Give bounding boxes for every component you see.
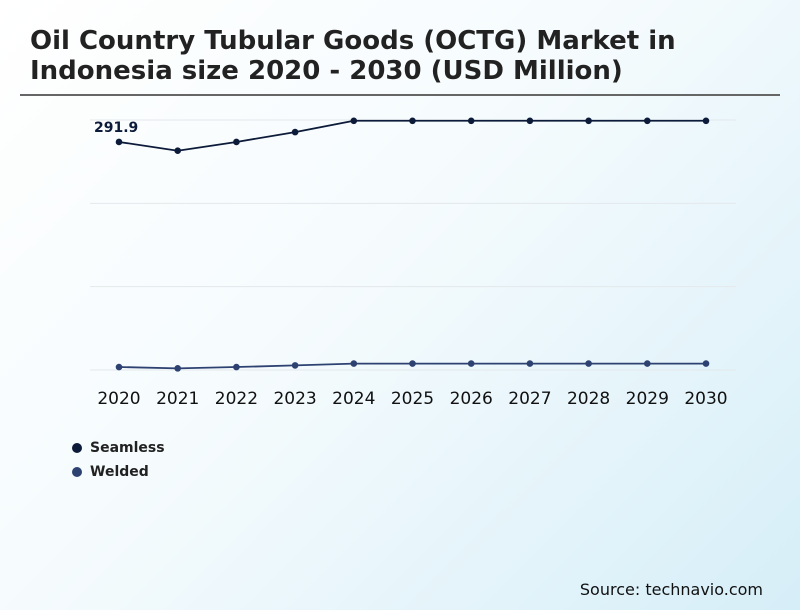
legend-item: Welded	[72, 460, 165, 484]
source-note: Source: technavio.com	[579, 580, 763, 599]
data-label: 291.9	[94, 120, 138, 136]
data-point	[585, 360, 592, 367]
legend: Seamless Welded	[72, 436, 165, 484]
data-point	[409, 360, 416, 367]
x-tick-label: 2023	[273, 389, 316, 409]
title-divider	[20, 94, 780, 96]
legend-marker	[72, 467, 82, 477]
series-line-seamless	[118, 119, 706, 152]
x-tick-label: 2030	[684, 389, 727, 409]
legend-marker	[72, 443, 82, 453]
data-point	[585, 117, 592, 125]
data-point	[233, 138, 240, 146]
data-point	[526, 117, 534, 125]
legend-label: Seamless	[90, 440, 165, 456]
data-point	[233, 363, 240, 371]
x-tick-label: 2020	[97, 389, 140, 409]
data-point	[291, 362, 299, 369]
legend-label: Welded	[90, 464, 149, 480]
chart-title: Oil Country Tubular Goods (OCTG) Market …	[30, 26, 676, 86]
x-tick-label: 2022	[215, 389, 258, 409]
x-tick-label: 2027	[508, 389, 551, 409]
series-lines	[115, 117, 710, 372]
x-tick-label: 2026	[450, 389, 493, 409]
data-labels: 291.9	[94, 120, 138, 136]
data-point	[526, 360, 534, 367]
data-point	[115, 138, 123, 146]
data-point	[174, 365, 181, 372]
data-point	[702, 117, 710, 125]
data-point	[350, 117, 358, 125]
data-point	[467, 360, 475, 367]
x-tick-label: 2021	[156, 389, 199, 409]
x-tick-label: 2025	[391, 389, 434, 409]
x-tick-label: 2024	[332, 389, 375, 409]
data-point	[409, 117, 416, 125]
data-point	[174, 147, 181, 155]
x-tick-label: 2028	[567, 389, 610, 409]
data-point	[291, 128, 299, 136]
data-point	[350, 360, 358, 367]
data-point	[467, 117, 475, 125]
data-point	[702, 360, 710, 367]
data-point	[644, 117, 651, 125]
x-axis-ticks: 2020 2021 2022 2023 2024 2025 2026 2027 2028 2029…	[97, 389, 727, 409]
data-point	[644, 360, 651, 367]
grid-lines	[90, 119, 736, 371]
data-point	[115, 363, 123, 371]
x-tick-label: 2029	[626, 389, 669, 409]
legend-item: Seamless	[72, 436, 165, 460]
